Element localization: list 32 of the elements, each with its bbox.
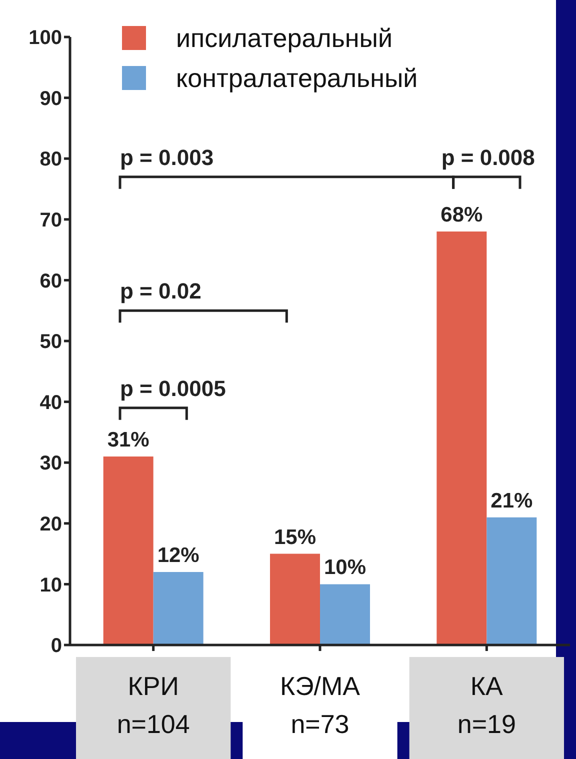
bar (270, 554, 320, 645)
y-tick-label: 40 (40, 392, 62, 414)
bar (436, 232, 487, 645)
annotation: p = 0.0005 (120, 376, 226, 401)
y-tick-label: 0 (50, 635, 62, 658)
annotation: p = 0.003 (120, 144, 214, 170)
legend-label: ипсилатеральный (176, 22, 392, 54)
bar (320, 584, 370, 645)
annotation: p = 0.008 (441, 144, 535, 170)
y-tick-label: 60 (40, 270, 62, 292)
x-tick-label: КЭ/МА n=73 (280, 671, 361, 739)
data-label: 21% (490, 489, 534, 512)
data-label: 12% (157, 544, 200, 568)
legend-label: контралатеральный (176, 62, 418, 94)
bar (486, 517, 537, 645)
y-tick-label: 80 (40, 148, 62, 171)
data-label: 68% (440, 204, 484, 227)
data-label: 15% (274, 526, 316, 549)
y-tick-label: 20 (40, 514, 62, 536)
y-tick-label: 90 (40, 88, 62, 110)
bar (153, 572, 204, 645)
data-label: 31% (107, 428, 150, 452)
annotation: p = 0.02 (120, 278, 202, 304)
y-tick-label: 30 (40, 452, 62, 475)
x-tick-label: КРИ n=104 (116, 671, 190, 739)
y-tick-label: 50 (40, 331, 62, 354)
y-tick-label: 100 (28, 27, 62, 50)
x-tick-label: КА n=19 (457, 671, 516, 739)
y-tick-label: 70 (40, 210, 62, 232)
data-label: 10% (324, 556, 366, 580)
bar (103, 456, 154, 645)
y-tick-label: 10 (40, 574, 62, 596)
